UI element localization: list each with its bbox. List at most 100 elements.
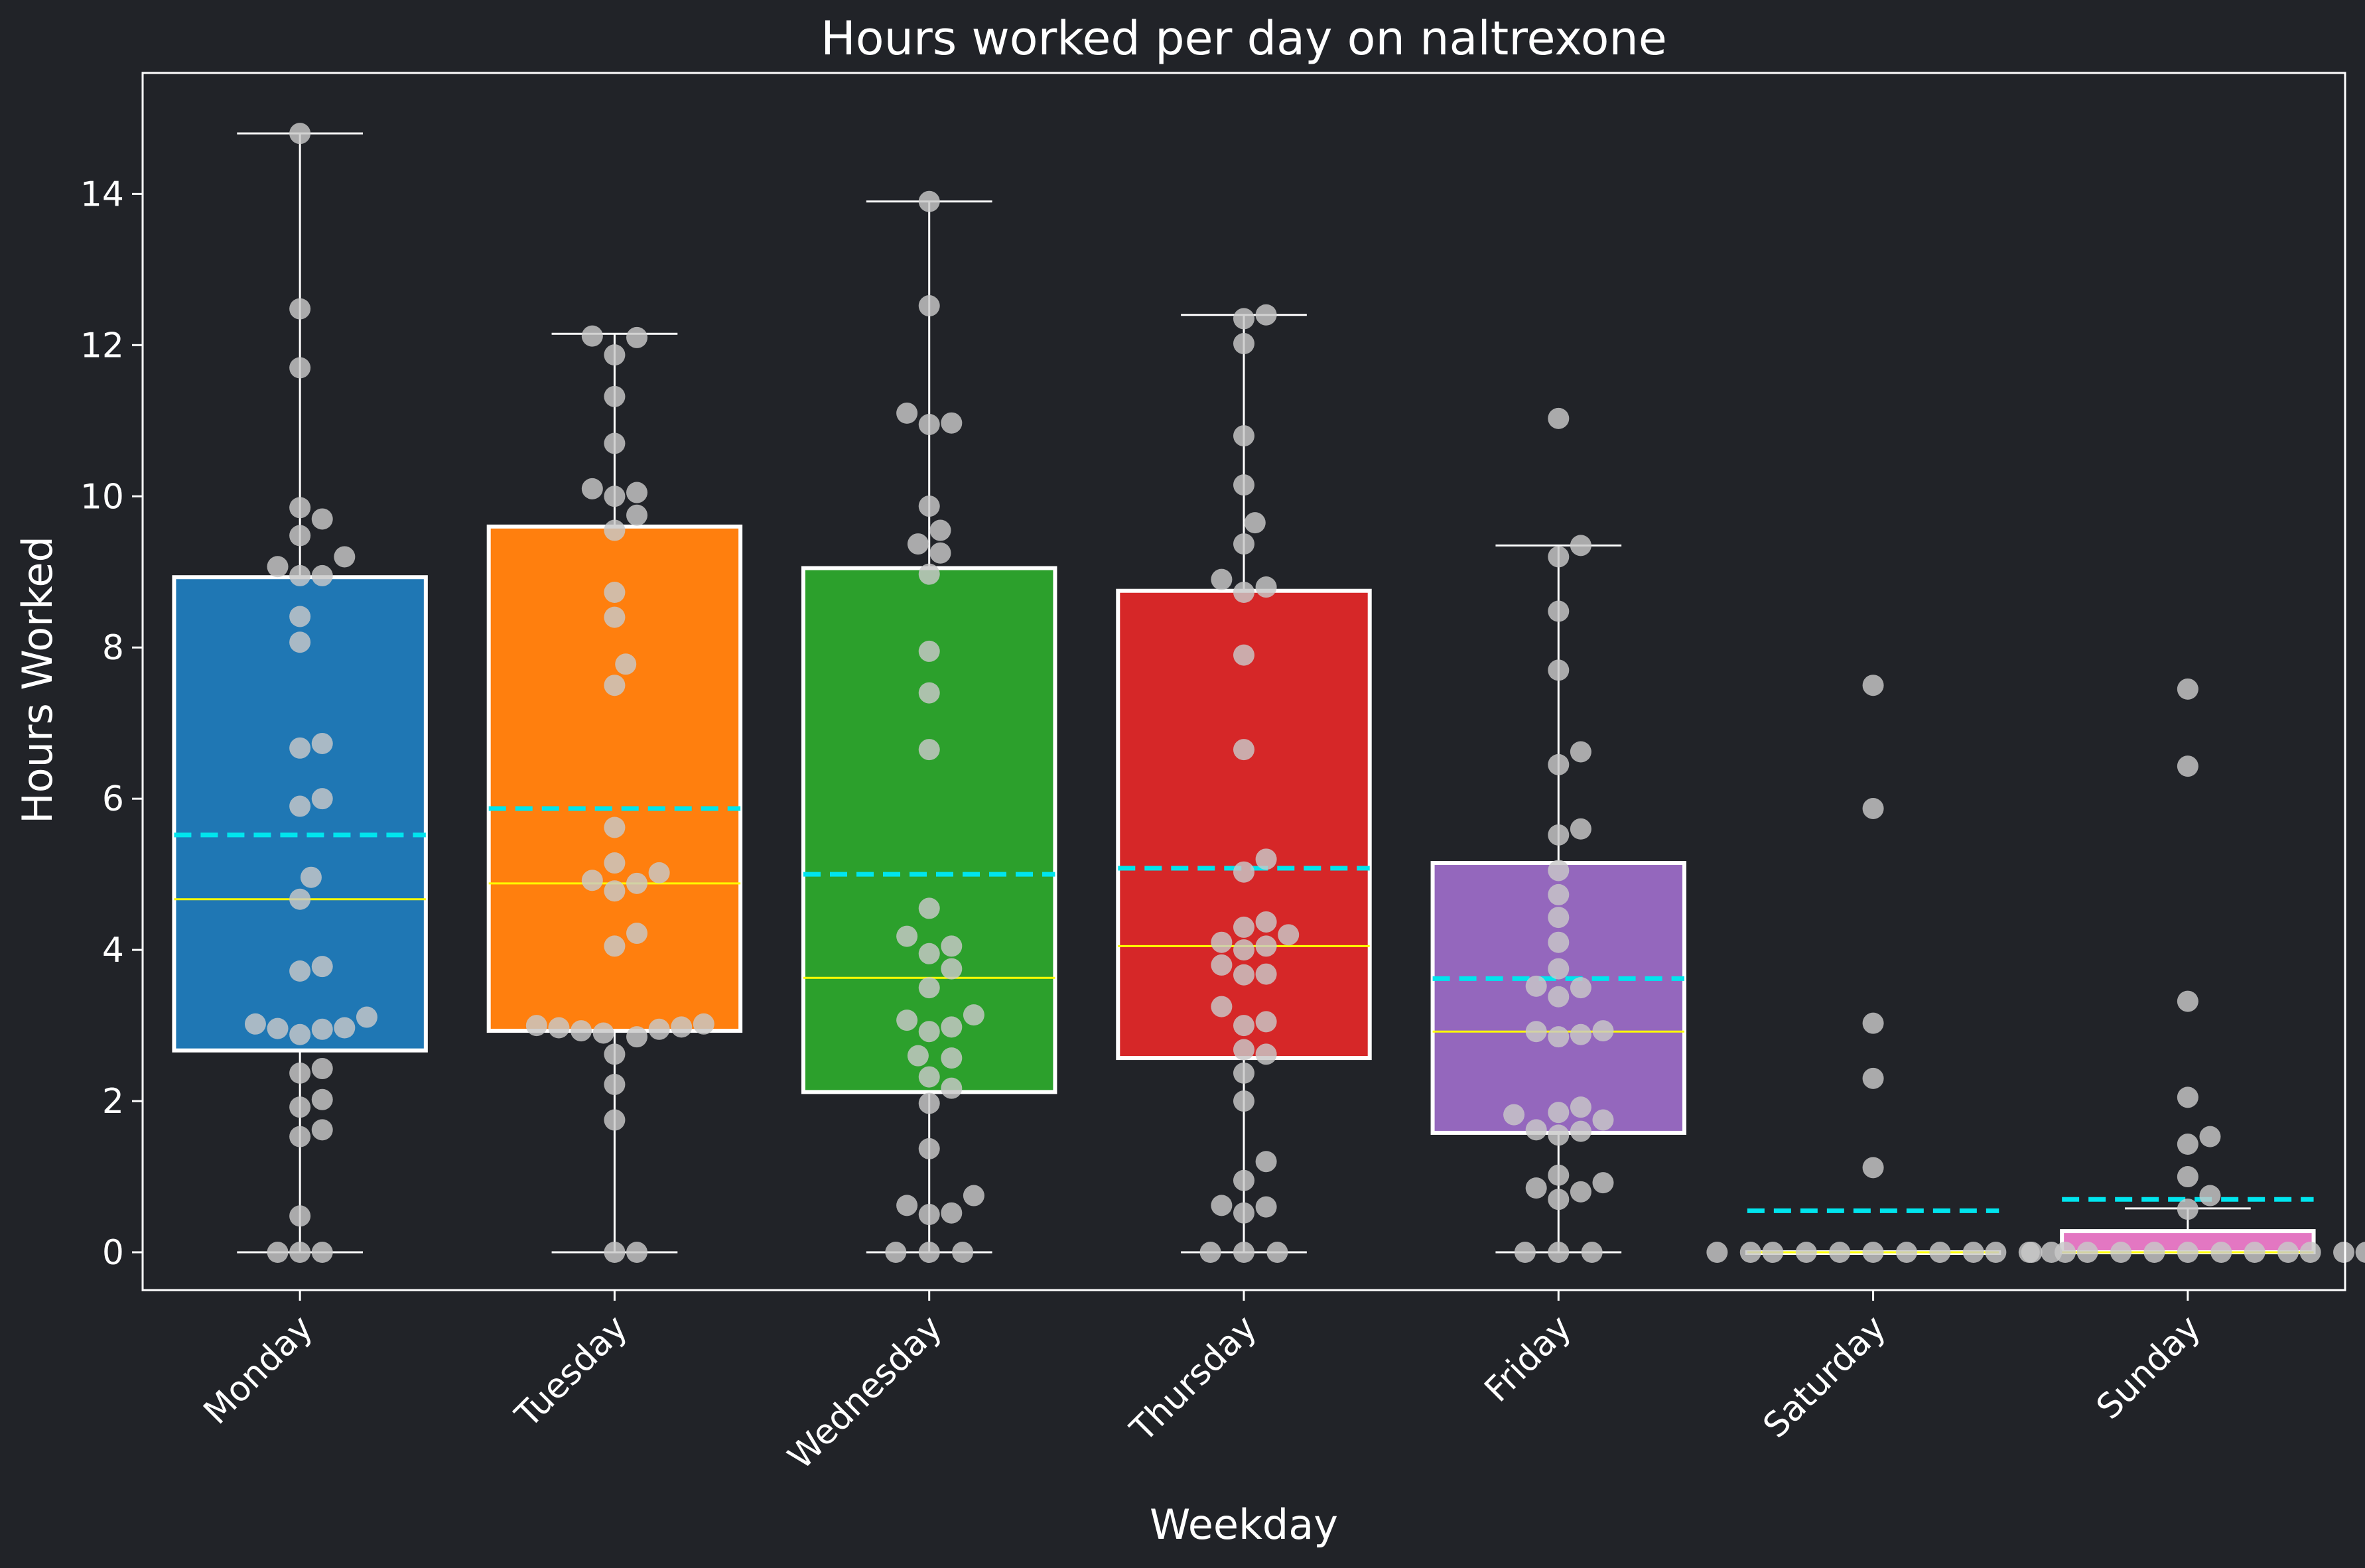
data-point bbox=[693, 1013, 714, 1035]
data-point bbox=[929, 542, 951, 564]
data-point bbox=[918, 1138, 940, 1159]
data-point bbox=[1548, 600, 1570, 622]
data-point bbox=[289, 298, 311, 320]
data-point bbox=[918, 640, 940, 662]
data-point bbox=[289, 1126, 311, 1147]
data-point bbox=[1278, 924, 1300, 946]
data-point bbox=[1706, 1242, 1728, 1264]
data-point bbox=[289, 1242, 311, 1264]
data-point bbox=[918, 682, 940, 704]
data-point bbox=[626, 504, 648, 526]
data-point bbox=[289, 737, 311, 759]
data-point bbox=[2299, 1242, 2321, 1264]
data-point bbox=[1570, 535, 1591, 556]
data-point bbox=[1962, 1242, 1984, 1264]
data-point bbox=[289, 357, 311, 379]
data-point bbox=[1592, 1020, 1614, 1042]
data-point bbox=[626, 923, 648, 945]
data-point bbox=[2177, 1166, 2198, 1188]
data-point bbox=[918, 495, 940, 517]
data-point bbox=[289, 497, 311, 519]
data-point bbox=[2177, 755, 2198, 777]
data-point bbox=[1233, 474, 1254, 496]
data-point bbox=[2244, 1242, 2265, 1264]
data-point bbox=[604, 675, 626, 696]
data-point bbox=[267, 556, 289, 578]
data-point bbox=[1548, 1242, 1570, 1264]
data-point bbox=[918, 1204, 940, 1226]
data-point bbox=[626, 872, 648, 894]
data-point bbox=[289, 606, 311, 627]
data-point bbox=[1570, 1181, 1591, 1203]
data-point bbox=[581, 478, 603, 499]
data-point bbox=[571, 1020, 592, 1042]
data-point bbox=[1255, 848, 1277, 870]
data-point bbox=[941, 412, 963, 434]
data-point bbox=[604, 606, 626, 628]
data-point bbox=[1255, 1043, 1277, 1065]
y-tick-label: 14 bbox=[80, 174, 124, 214]
data-point bbox=[1255, 1151, 1277, 1173]
data-point bbox=[1233, 939, 1254, 961]
data-point bbox=[2333, 1242, 2355, 1264]
data-point bbox=[918, 897, 940, 919]
data-point bbox=[1862, 797, 1884, 819]
data-point bbox=[1211, 954, 1233, 976]
data-point bbox=[1862, 1067, 1884, 1089]
data-point bbox=[1581, 1242, 1603, 1264]
data-point bbox=[963, 1185, 984, 1207]
data-point bbox=[289, 1205, 311, 1227]
data-point bbox=[592, 1022, 614, 1044]
data-point bbox=[2199, 1185, 2221, 1207]
data-point bbox=[311, 1242, 333, 1264]
data-point bbox=[1895, 1242, 1917, 1264]
data-point bbox=[267, 1017, 289, 1039]
data-point bbox=[525, 1015, 547, 1037]
data-point bbox=[1233, 1062, 1254, 1084]
data-point bbox=[929, 519, 951, 541]
data-point bbox=[604, 1073, 626, 1095]
data-point bbox=[963, 1004, 984, 1026]
data-point bbox=[1514, 1242, 1536, 1264]
data-point bbox=[918, 563, 940, 585]
data-point bbox=[604, 432, 626, 454]
data-point bbox=[1548, 907, 1570, 929]
data-point bbox=[1929, 1242, 1951, 1264]
data-point bbox=[1548, 958, 1570, 980]
data-point bbox=[1570, 1096, 1591, 1118]
data-point bbox=[2177, 990, 2198, 1012]
data-point bbox=[1211, 1195, 1233, 1216]
data-point bbox=[2199, 1126, 2221, 1147]
data-point bbox=[334, 1017, 356, 1039]
data-point bbox=[1548, 1189, 1570, 1210]
data-point bbox=[1548, 546, 1570, 568]
data-point bbox=[2110, 1242, 2132, 1264]
data-point bbox=[896, 925, 918, 947]
data-point bbox=[952, 1242, 974, 1264]
swarm-points bbox=[244, 123, 2365, 1264]
data-point bbox=[1570, 741, 1591, 763]
data-point bbox=[244, 1013, 266, 1035]
data-point bbox=[1255, 1011, 1277, 1033]
data-point bbox=[1548, 407, 1570, 429]
data-point bbox=[289, 631, 311, 653]
data-point bbox=[1233, 533, 1254, 555]
data-point bbox=[1503, 1104, 1525, 1126]
data-point bbox=[604, 880, 626, 902]
data-point bbox=[1233, 644, 1254, 666]
data-point bbox=[626, 482, 648, 503]
data-point bbox=[918, 190, 940, 212]
y-tick-label: 8 bbox=[102, 628, 124, 668]
x-axis-label: Weekday bbox=[1150, 1500, 1338, 1549]
data-point bbox=[289, 960, 311, 982]
data-point bbox=[604, 486, 626, 507]
data-point bbox=[267, 1242, 289, 1264]
data-point bbox=[1233, 308, 1254, 330]
data-point bbox=[941, 935, 963, 957]
data-point bbox=[1244, 512, 1266, 534]
data-point bbox=[1862, 1157, 1884, 1179]
data-point bbox=[1255, 576, 1277, 598]
data-point bbox=[300, 866, 322, 888]
data-point bbox=[2210, 1242, 2232, 1264]
